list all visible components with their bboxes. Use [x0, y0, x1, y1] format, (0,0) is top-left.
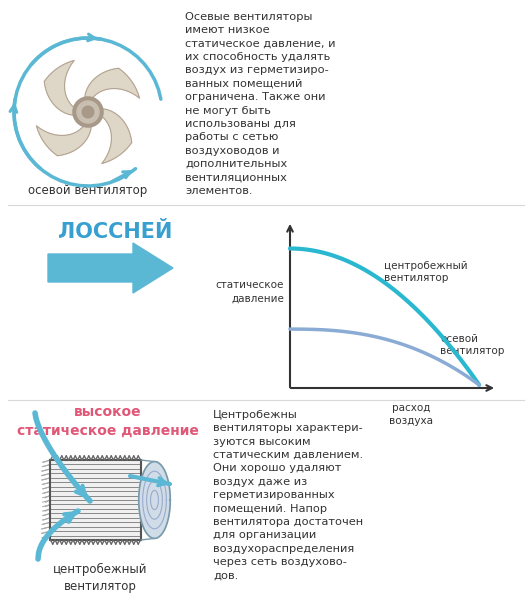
Bar [51, 460, 140, 540]
Polygon shape [44, 61, 76, 115]
Polygon shape [101, 108, 132, 164]
FancyArrow shape [48, 243, 173, 293]
Text: центробежный
вентилятор: центробежный вентилятор [384, 261, 467, 283]
Polygon shape [85, 68, 139, 99]
Text: осевой вентилятор: осевой вентилятор [28, 184, 147, 197]
Polygon shape [37, 124, 92, 156]
Text: высокое
статическое давление: высокое статическое давление [17, 405, 199, 438]
Circle shape [73, 97, 103, 127]
Circle shape [82, 106, 94, 118]
Text: осевой
вентилятор: осевой вентилятор [440, 334, 504, 356]
Polygon shape [139, 462, 170, 538]
Circle shape [77, 101, 99, 123]
Text: Центробежны
вентиляторы характери-
зуются высоким
статическим давлением.
Они хор: Центробежны вентиляторы характери- зуютс… [213, 410, 363, 581]
Text: Осевые вентиляторы
имеют низкое
статическое давление, и
их способность удалять
в: Осевые вентиляторы имеют низкое статичес… [185, 12, 336, 196]
Text: расход
воздуха: расход воздуха [389, 403, 433, 426]
Text: центробежный
вентилятор: центробежный вентилятор [53, 563, 147, 593]
Text: статическое
давление: статическое давление [215, 281, 284, 303]
Text: ЛОССНЕЙ: ЛОССНЕЙ [58, 222, 172, 242]
